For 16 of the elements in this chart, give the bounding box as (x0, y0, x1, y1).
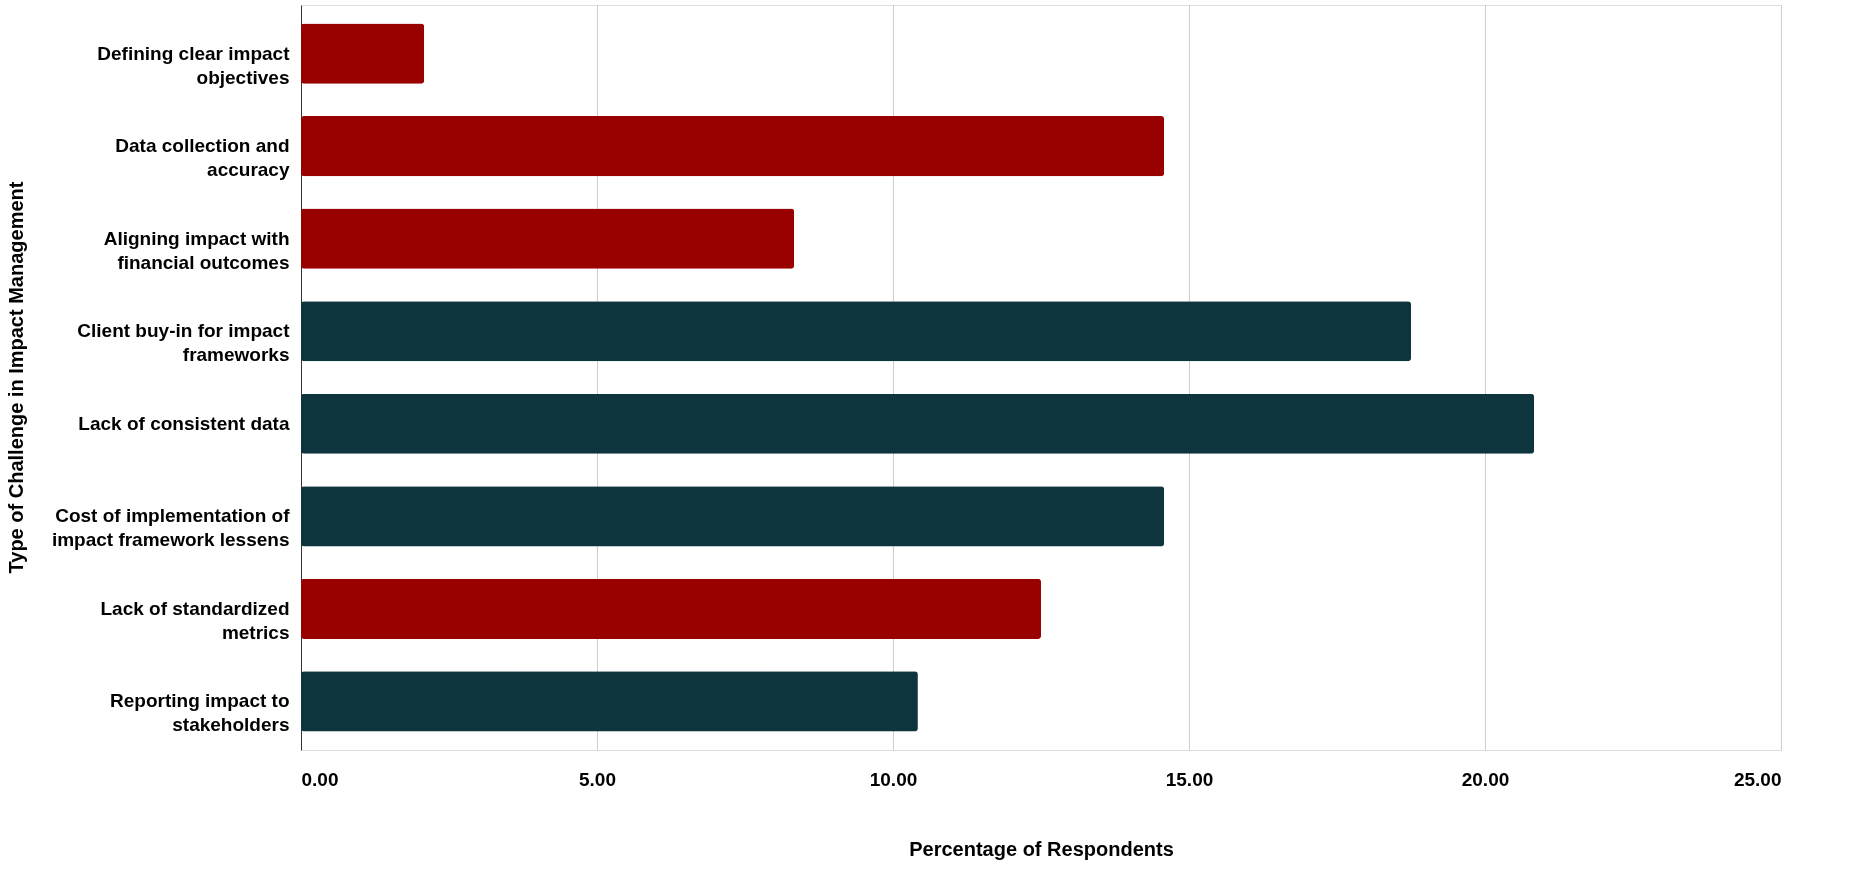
y-tick-label: Lack of standardized metrics (100, 597, 290, 643)
x-tick-label: 10.00 (869, 768, 918, 790)
x-tick-label: 25.00 (1733, 768, 1782, 790)
x-axis-title: Percentage of Respondents (909, 837, 1174, 860)
y-tick-label: Defining clear impact objectives (97, 42, 291, 88)
y-tick-label: Client buy-in for impact frameworks (77, 320, 291, 366)
y-axis-title: Type of Challenge in Impact Management (4, 181, 27, 574)
x-tick-label: 20.00 (1461, 768, 1510, 790)
y-tick-label: Cost of implementation of impact framework lessens (51, 505, 291, 551)
x-tick-label: 0.00 (301, 768, 339, 790)
x-tick-label: 5.00 (579, 768, 616, 790)
y-tick-label: Aligning impact with financial outcomes (103, 227, 290, 273)
x-tick-label: 15.00 (1165, 768, 1214, 790)
y-tick-label: Reporting impact to stakeholders (110, 690, 290, 736)
y-tick-label: Data collection and accuracy (115, 135, 290, 181)
y-tick-label: Lack of consistent data (78, 412, 290, 434)
